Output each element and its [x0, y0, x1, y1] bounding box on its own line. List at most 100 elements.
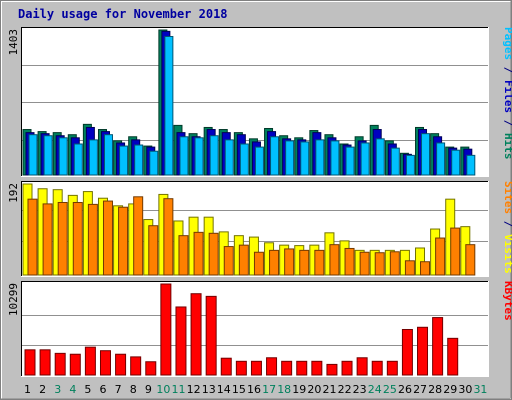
- y-max-label-kbytes: 10299: [7, 283, 20, 316]
- legend-hits-part-4: Hits: [502, 133, 512, 160]
- x-tick-label-18: 18: [277, 383, 291, 396]
- legend-visits-part-2: Visits: [502, 234, 512, 274]
- legend-hits-part-3: /: [502, 113, 512, 133]
- x-tick-label-29: 29: [443, 383, 457, 396]
- x-tick-label-20: 20: [307, 383, 321, 396]
- bar-visits-sites-27: Sites 27: 28: [420, 261, 431, 276]
- x-tick-label-22: 22: [338, 383, 352, 396]
- bar-hits-pages-22: Pages 22: 270: [345, 146, 355, 176]
- bar-kbytes-kbytes-19: KBytes 19: 1550: [296, 360, 308, 376]
- bar-visits-sites-19: Sites 19: 52: [299, 249, 310, 276]
- legend-visits-part-0: Sites: [502, 181, 512, 214]
- x-tick-label-30: 30: [458, 383, 472, 396]
- x-tick-label-19: 19: [292, 383, 306, 396]
- bar-kbytes-kbytes-22: KBytes 22: 1550: [341, 360, 353, 376]
- bar-visits-sites-26: Sites 26: 30: [404, 260, 415, 276]
- x-tick-label-10: 10: [156, 383, 170, 396]
- bar-hits-pages-2: Pages 2: 380: [43, 135, 53, 176]
- x-tick-label-24: 24: [368, 383, 382, 396]
- bar-kbytes-kbytes-1: KBytes 1: 2850: [24, 349, 36, 376]
- bar-visits-sites-6: Sites 6: 156: [102, 200, 113, 276]
- bar-visits-sites-22: Sites 22: 56: [344, 247, 355, 276]
- bar-kbytes-kbytes-4: KBytes 4: 2350: [69, 353, 81, 376]
- x-tick-label-14: 14: [217, 383, 231, 396]
- bar-hits-pages-3: Pages 3: 360: [58, 137, 68, 176]
- x-tick-label-27: 27: [413, 383, 427, 396]
- bar-kbytes-kbytes-11: KBytes 11: 7700: [175, 306, 187, 376]
- bar-visits-sites-2: Sites 2: 150: [42, 203, 53, 276]
- legend-hits-part-2: Files: [502, 80, 512, 113]
- bar-hits-pages-23: Pages 23: 310: [360, 142, 370, 176]
- bar-kbytes-kbytes-25: KBytes 25: 1550: [386, 360, 398, 376]
- x-tick-label-25: 25: [383, 383, 397, 396]
- bar-kbytes-kbytes-29: KBytes 29: 4150: [447, 337, 459, 376]
- bar-hits-pages-7: Pages 7: 280: [119, 145, 129, 176]
- bar-kbytes-kbytes-3: KBytes 3: 2450: [54, 352, 66, 376]
- bar-hits-pages-4: Pages 4: 300: [73, 143, 83, 176]
- legend-hits-part-1: /: [502, 60, 512, 80]
- bar-hits-pages-27: Pages 27: 400: [421, 133, 431, 176]
- x-tick-label-16: 16: [247, 383, 261, 396]
- bar-kbytes-kbytes-2: KBytes 2: 2850: [39, 349, 51, 376]
- x-tick-label-5: 5: [84, 383, 91, 396]
- bar-hits-pages-16: Pages 16: 270: [254, 146, 264, 176]
- legend-visits-part-1: /: [502, 214, 512, 234]
- bar-visits-sites-13: Sites 13: 88: [208, 232, 219, 276]
- bar-visits-sites-21: Sites 21: 64: [329, 244, 340, 276]
- bar-visits-sites-10: Sites 10: 161: [163, 198, 174, 276]
- bar-visits-sites-12: Sites 12: 90: [193, 231, 204, 276]
- x-tick-label-13: 13: [202, 383, 216, 396]
- bar-visits-sites-18: Sites 18: 55: [284, 248, 295, 276]
- chart-panels: 1403Hits 1: 440Files 1: 410Pages 1: 390H…: [7, 27, 512, 377]
- bar-kbytes-kbytes-10: KBytes 10: 10299: [160, 283, 172, 376]
- bar-visits-sites-9: Sites 9: 104: [148, 225, 159, 276]
- chart-title: Daily usage for November 2018: [18, 7, 228, 21]
- bar-kbytes-kbytes-18: KBytes 18: 1550: [281, 360, 293, 376]
- x-tick-label-17: 17: [262, 383, 276, 396]
- x-axis-tick-labels: 1 2 3 4 5 6 7 8 9 10 11 12 13 14 15 16 17 18 19 20 21 22 23 24 2…: [24, 383, 487, 396]
- bar-kbytes-kbytes-16: KBytes 16: 1550: [250, 360, 262, 376]
- bar-visits-sites-28: Sites 28: 78: [435, 237, 446, 276]
- x-tick-label-26: 26: [398, 383, 412, 396]
- bar-hits-pages-10: Pages 10: 1340: [164, 36, 174, 176]
- bar-kbytes-kbytes-9: KBytes 9: 1500: [145, 361, 157, 376]
- bar-kbytes-kbytes-20: KBytes 20: 1550: [311, 360, 323, 376]
- x-tick-label-6: 6: [100, 383, 107, 396]
- x-tick-label-4: 4: [69, 383, 76, 396]
- x-tick-label-9: 9: [145, 383, 152, 396]
- bar-hits-pages-14: Pages 14: 340: [224, 139, 234, 176]
- x-tick-label-8: 8: [130, 383, 137, 396]
- x-tick-label-15: 15: [232, 383, 246, 396]
- bar-visits-sites-16: Sites 16: 48: [253, 251, 264, 276]
- bar-visits-sites-3: Sites 3: 153: [57, 201, 68, 276]
- bar-kbytes-kbytes-13: KBytes 13: 8900: [205, 295, 217, 376]
- x-tick-label-1: 1: [24, 383, 31, 396]
- bar-visits-sites-5: Sites 5: 149: [87, 203, 98, 276]
- legend-visits: Sites / Visits: [502, 181, 512, 274]
- x-tick-label-11: 11: [172, 383, 186, 396]
- x-tick-label-12: 12: [187, 383, 201, 396]
- x-tick-label-3: 3: [54, 383, 61, 396]
- bar-hits-pages-8: Pages 8: 290: [134, 144, 144, 176]
- bar-visits-sites-4: Sites 4: 153: [72, 201, 83, 276]
- bar-kbytes-kbytes-6: KBytes 6: 2750: [99, 350, 111, 376]
- bar-kbytes-kbytes-8: KBytes 8: 2050: [130, 356, 142, 376]
- bar-kbytes-kbytes-28: KBytes 28: 6500: [432, 317, 444, 376]
- y-max-label-visits: 192: [7, 183, 20, 203]
- bar-visits-sites-23: Sites 23: 48: [359, 251, 370, 276]
- x-tick-label-7: 7: [115, 383, 122, 396]
- bar-kbytes-kbytes-27: KBytes 27: 5400: [417, 326, 429, 376]
- bar-visits-sites-24: Sites 24: 47: [374, 252, 385, 276]
- legend-kbytes-part-0: KBytes: [502, 281, 512, 321]
- y-max-label-hits: 1403: [7, 29, 20, 56]
- legend-hits-part-0: Pages: [502, 27, 512, 60]
- x-tick-label-23: 23: [353, 383, 367, 396]
- bar-kbytes-kbytes-12: KBytes 12: 9200: [190, 293, 202, 376]
- bar-hits-pages-1: Pages 1: 390: [28, 134, 38, 176]
- bar-hits-pages-24: Pages 24: 350: [375, 138, 385, 176]
- bar-kbytes-kbytes-15: KBytes 15: 1550: [235, 360, 247, 376]
- bar-visits-sites-20: Sites 20: 52: [314, 249, 325, 276]
- bar-visits-sites-17: Sites 17: 52: [269, 249, 280, 276]
- x-tick-label-28: 28: [428, 383, 442, 396]
